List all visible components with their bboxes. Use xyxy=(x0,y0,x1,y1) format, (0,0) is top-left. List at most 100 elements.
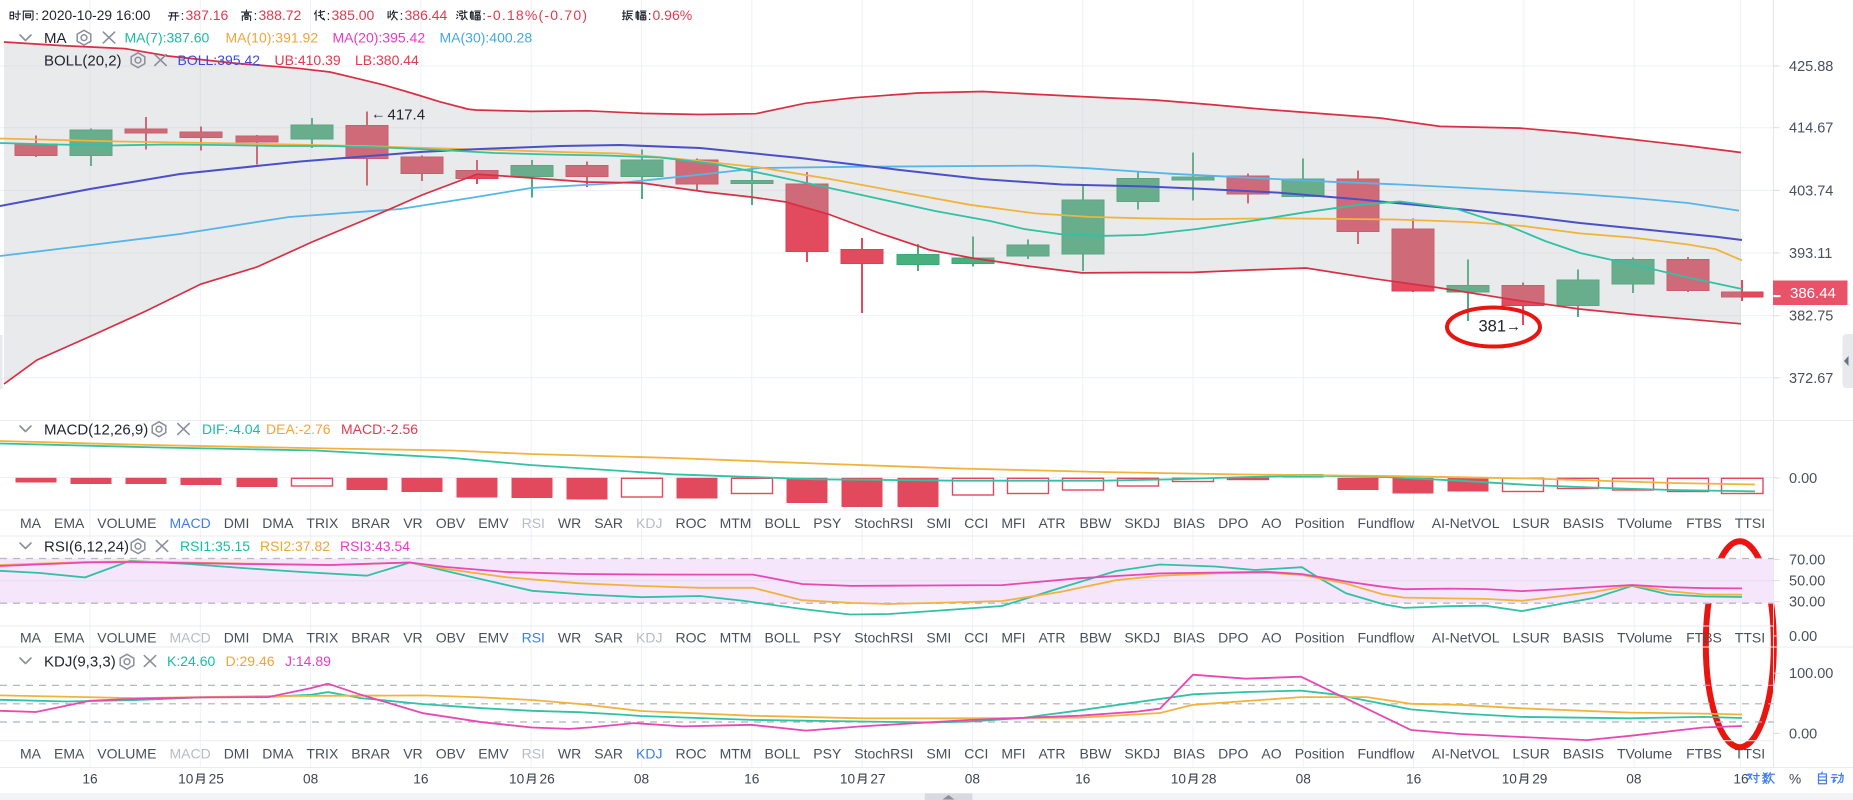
svg-text:DPO: DPO xyxy=(1218,630,1248,646)
svg-text:16: 16 xyxy=(1733,772,1749,787)
svg-text:BOLL: BOLL xyxy=(765,746,801,762)
svg-text:0.00: 0.00 xyxy=(1789,629,1817,645)
svg-text:FTBS: FTBS xyxy=(1686,515,1722,531)
svg-text:SKDJ: SKDJ xyxy=(1124,515,1160,531)
svg-text:CCI: CCI xyxy=(964,515,988,531)
svg-text:PSY: PSY xyxy=(813,630,842,646)
svg-text:10: 10 xyxy=(178,772,194,787)
svg-text:08: 08 xyxy=(1296,772,1312,787)
svg-text:AI-NetVOL: AI-NetVOL xyxy=(1432,746,1500,762)
svg-text:VOLUME: VOLUME xyxy=(97,515,156,531)
svg-text:08: 08 xyxy=(634,772,650,787)
svg-text:CCI: CCI xyxy=(964,630,988,646)
svg-text:LSUR: LSUR xyxy=(1513,746,1550,762)
svg-text:RSI: RSI xyxy=(522,515,545,531)
svg-text:LSUR: LSUR xyxy=(1513,515,1550,531)
svg-text:OBV: OBV xyxy=(436,746,466,762)
svg-text:MACD:-2.56: MACD:-2.56 xyxy=(341,421,418,437)
svg-text:←: ← xyxy=(371,107,386,123)
svg-text:DPO: DPO xyxy=(1218,515,1248,531)
svg-text:BRAR: BRAR xyxy=(351,630,390,646)
svg-text:TTSI: TTSI xyxy=(1735,630,1765,646)
svg-text:CCI: CCI xyxy=(964,746,988,762)
svg-text:WR: WR xyxy=(558,630,581,646)
svg-text:EMA: EMA xyxy=(54,746,85,762)
svg-text:SAR: SAR xyxy=(594,515,623,531)
svg-text:SKDJ: SKDJ xyxy=(1124,746,1160,762)
svg-text:ATR: ATR xyxy=(1039,630,1066,646)
svg-text:MA: MA xyxy=(20,630,42,646)
svg-text:LSUR: LSUR xyxy=(1513,630,1550,646)
svg-text:RSI: RSI xyxy=(522,746,545,762)
svg-text:28: 28 xyxy=(1201,772,1217,787)
svg-text:381: 381 xyxy=(1479,318,1507,336)
svg-text:RSI2:37.82: RSI2:37.82 xyxy=(260,538,330,554)
svg-text:DMI: DMI xyxy=(224,515,250,531)
svg-text:DPO: DPO xyxy=(1218,746,1248,762)
svg-text:MA: MA xyxy=(44,30,67,47)
svg-text:TRIX: TRIX xyxy=(306,630,339,646)
svg-text:KDJ: KDJ xyxy=(636,746,662,762)
svg-text:385.00: 385.00 xyxy=(332,7,375,23)
svg-text:TTSI: TTSI xyxy=(1735,515,1765,531)
svg-text:StochRSI: StochRSI xyxy=(854,515,913,531)
svg-text:BOLL:395.42: BOLL:395.42 xyxy=(178,52,261,68)
svg-text:Fundflow: Fundflow xyxy=(1358,746,1416,762)
svg-text:VOLUME: VOLUME xyxy=(97,630,156,646)
svg-text:386.44: 386.44 xyxy=(405,7,448,23)
svg-text:RSI1:35.15: RSI1:35.15 xyxy=(180,538,250,554)
svg-text:BOLL: BOLL xyxy=(765,630,801,646)
svg-text:MTM: MTM xyxy=(720,746,752,762)
svg-text:DEA:-2.76: DEA:-2.76 xyxy=(266,421,331,437)
svg-text:MA(10):391.92: MA(10):391.92 xyxy=(226,30,319,46)
svg-text:BBW: BBW xyxy=(1080,746,1113,762)
svg-text:KDJ: KDJ xyxy=(636,515,662,531)
svg-text:PSY: PSY xyxy=(813,515,842,531)
svg-text:→: → xyxy=(1506,318,1521,335)
svg-text:417.4: 417.4 xyxy=(388,107,426,124)
svg-text:MACD(12,26,9): MACD(12,26,9) xyxy=(44,422,148,439)
svg-text:403.74: 403.74 xyxy=(1789,183,1833,199)
svg-text:EMV: EMV xyxy=(478,746,509,762)
svg-text:MTM: MTM xyxy=(720,630,752,646)
svg-text:ATR: ATR xyxy=(1039,515,1066,531)
svg-text:TRIX: TRIX xyxy=(306,746,339,762)
svg-text:AO: AO xyxy=(1261,515,1281,531)
svg-text:LB:380.44: LB:380.44 xyxy=(355,52,419,68)
svg-text::: : xyxy=(254,8,258,23)
svg-text:KDJ(9,3,3): KDJ(9,3,3) xyxy=(44,654,116,671)
svg-text:BRAR: BRAR xyxy=(351,746,390,762)
svg-text:414.67: 414.67 xyxy=(1789,121,1833,137)
svg-text:16: 16 xyxy=(1075,772,1091,787)
svg-text:2020-10-29 16:00: 2020-10-29 16:00 xyxy=(42,8,151,23)
svg-text:08: 08 xyxy=(1626,772,1642,787)
svg-text:BASIS: BASIS xyxy=(1563,630,1604,646)
svg-text:MACD: MACD xyxy=(170,515,211,531)
svg-text:MA: MA xyxy=(20,515,42,531)
svg-text:BOLL: BOLL xyxy=(765,515,801,531)
svg-text:RSI3:43.54: RSI3:43.54 xyxy=(340,538,410,554)
svg-text:FTBS: FTBS xyxy=(1686,630,1722,646)
svg-text:PSY: PSY xyxy=(813,746,842,762)
svg-text:VR: VR xyxy=(403,515,422,531)
svg-text:TVolume: TVolume xyxy=(1617,630,1672,646)
svg-text:AI-NetVOL: AI-NetVOL xyxy=(1432,630,1500,646)
svg-text:388.72: 388.72 xyxy=(259,7,302,23)
svg-text:TVolume: TVolume xyxy=(1617,515,1672,531)
svg-text:27: 27 xyxy=(870,772,885,787)
svg-text:BBW: BBW xyxy=(1080,515,1113,531)
svg-text:SKDJ: SKDJ xyxy=(1124,630,1160,646)
svg-text:Position: Position xyxy=(1295,746,1345,762)
svg-text:FTBS: FTBS xyxy=(1686,746,1722,762)
svg-text:50.00: 50.00 xyxy=(1789,574,1825,590)
svg-text:BASIS: BASIS xyxy=(1563,515,1604,531)
svg-text:DMA: DMA xyxy=(262,746,294,762)
svg-text:BIAS: BIAS xyxy=(1173,630,1205,646)
svg-text:AO: AO xyxy=(1261,746,1281,762)
svg-text:RSI: RSI xyxy=(522,630,545,646)
svg-text:MACD: MACD xyxy=(170,746,211,762)
svg-text:25: 25 xyxy=(209,772,225,787)
svg-text:StochRSI: StochRSI xyxy=(854,630,913,646)
svg-text:DIF:-4.04: DIF:-4.04 xyxy=(202,421,261,437)
svg-text:372.67: 372.67 xyxy=(1789,371,1833,387)
